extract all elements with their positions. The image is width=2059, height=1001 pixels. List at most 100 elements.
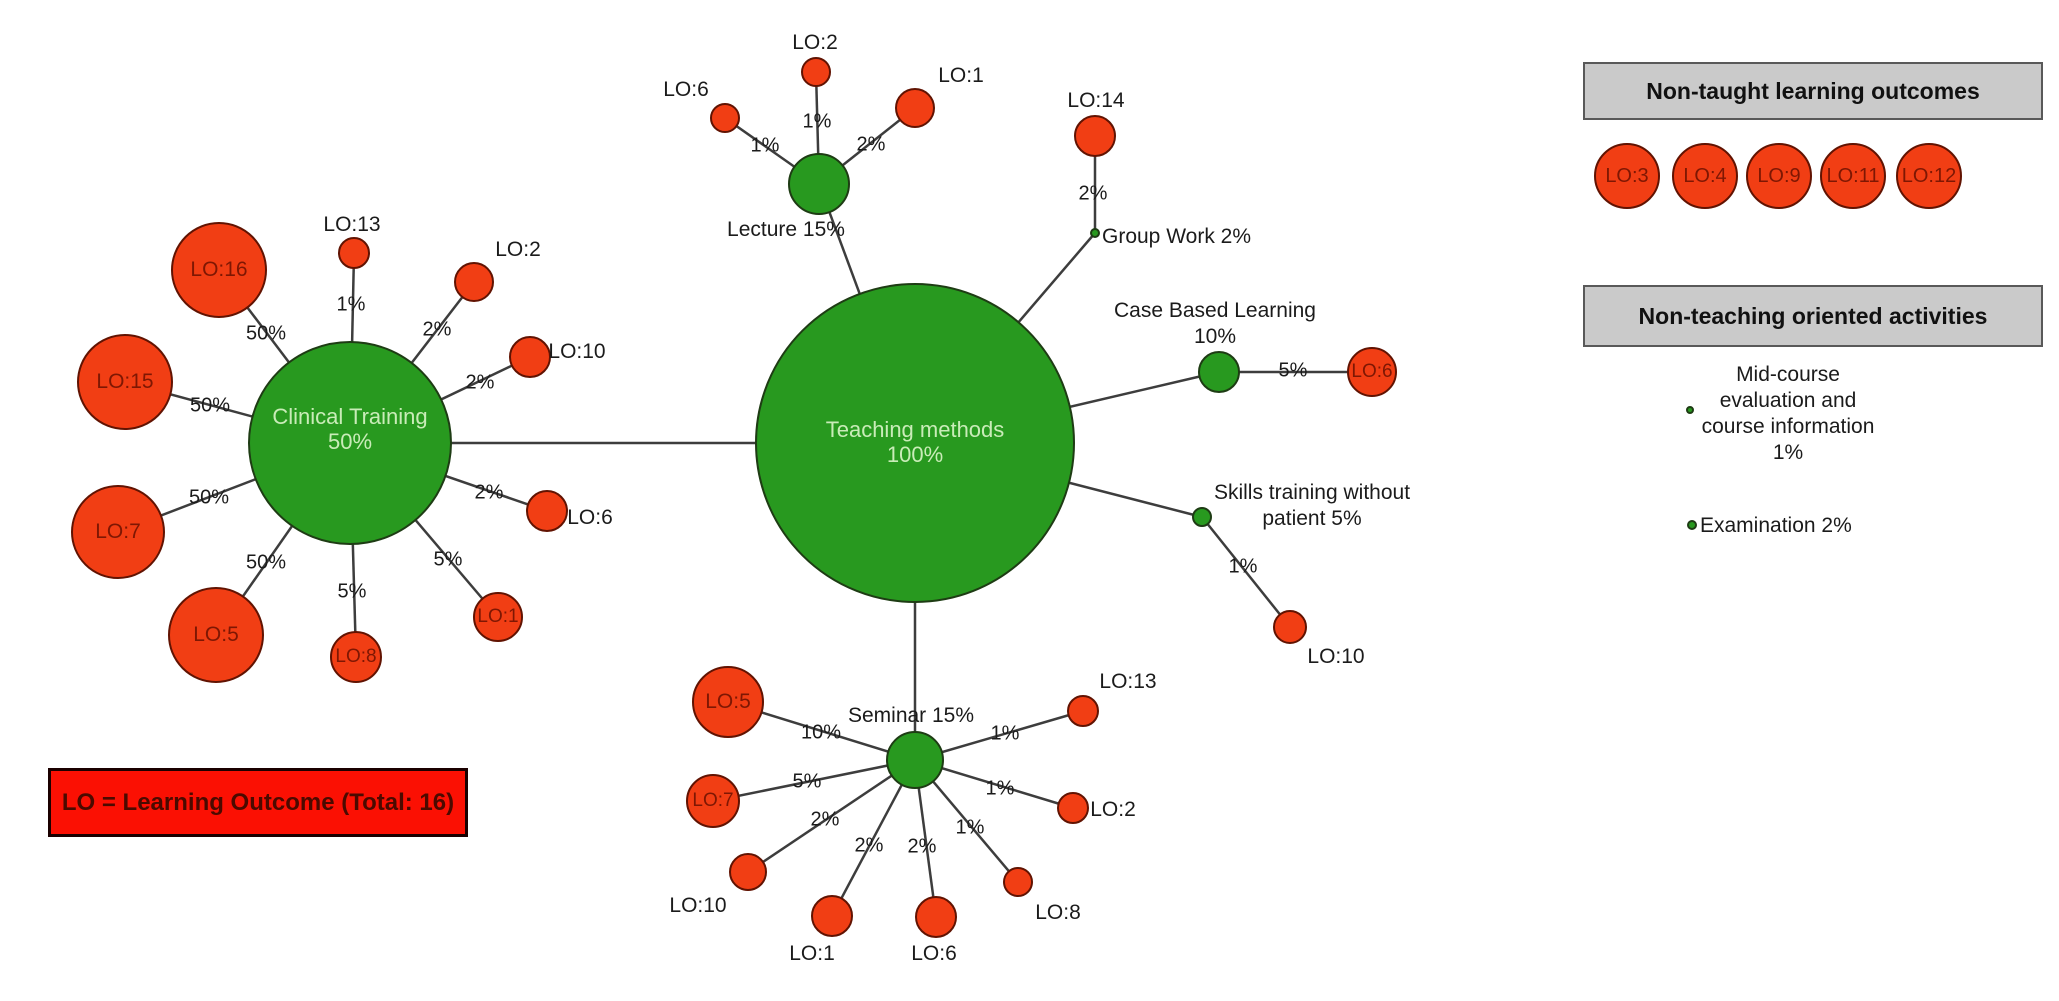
c-lo6-label: LO:6	[567, 506, 613, 529]
legend-text: LO = Learning Outcome (Total: 16)	[61, 788, 455, 816]
node-text-s_lo5: LO:5	[705, 690, 751, 714]
node-text-nt_lo3: LO:3	[1605, 164, 1649, 187]
edge-label-clinical-c_lo1: 5%	[433, 548, 463, 571]
node-text-s_lo7: LO:7	[692, 790, 734, 812]
edge-label-seminar-s_lo1: 2%	[854, 834, 884, 857]
panel-header-non-teaching: Non-teaching oriented activities	[1583, 285, 2043, 347]
edge-label-seminar-s_lo6: 2%	[907, 835, 937, 858]
node-c_lo2	[454, 262, 494, 302]
edge-label-clinical-c_lo2: 2%	[422, 318, 452, 341]
lecture-label: Lecture 15%	[727, 218, 845, 241]
s-lo2-label: LO:2	[1090, 798, 1136, 821]
c-lo10-label: LO:10	[548, 340, 606, 363]
node-s_lo5: LO:5	[692, 666, 764, 738]
node-text-nt_lo11: LO:11	[1826, 164, 1880, 187]
edge-label-seminar-s_lo13: 1%	[990, 722, 1020, 745]
node-text-c_lo1: LO:1	[477, 606, 519, 628]
node-groupwork	[1090, 228, 1100, 238]
node-c_lo10	[509, 336, 551, 378]
node-c_lo15: LO:15	[77, 334, 173, 430]
edge-seminar-s_lo7	[712, 758, 916, 803]
edge-label-seminar-s_lo10: 2%	[810, 808, 840, 831]
node-c_lo5: LO:5	[168, 587, 264, 683]
s-lo13-label: LO:13	[1099, 670, 1157, 693]
node-text-nt_lo9: LO:9	[1757, 164, 1801, 187]
node-l_lo6	[710, 103, 740, 133]
node-act_exam	[1687, 520, 1697, 530]
node-text-c_lo8: LO:8	[335, 646, 377, 668]
node-s_lo10	[729, 853, 767, 891]
node-casebased	[1198, 351, 1240, 393]
node-s_lo6	[915, 896, 957, 938]
node-c_lo7: LO:7	[71, 485, 165, 579]
node-s_lo1	[811, 895, 853, 937]
node-c_lo6	[526, 490, 568, 532]
edge-label-seminar-s_lo5: 10%	[800, 721, 842, 744]
edge-label-lecture-l_lo1: 2%	[856, 133, 886, 156]
edge-label-clinical-c_lo6: 2%	[474, 481, 504, 504]
node-text-c_lo16: LO:16	[190, 258, 248, 282]
node-s_lo8	[1003, 867, 1033, 897]
lo14-label: LO:14	[1067, 89, 1125, 112]
l-lo2-label: LO:2	[792, 31, 838, 54]
c-lo2-label: LO:2	[495, 238, 541, 261]
sk-lo10-label: LO:10	[1307, 645, 1365, 668]
s-lo1-label: LO:1	[789, 942, 835, 965]
node-s_lo7: LO:7	[686, 774, 740, 828]
node-text-cb_lo6: LO:6	[1351, 361, 1393, 383]
node-text-c_lo7: LO:7	[95, 520, 141, 544]
groupwork-label: Group Work 2%	[1102, 225, 1251, 248]
s-lo6-label: LO:6	[911, 942, 957, 965]
node-c_lo13	[338, 237, 370, 269]
casebased-label: Case Based Learning 10%	[1114, 299, 1316, 348]
l-lo1-label: LO:1	[938, 64, 984, 87]
node-lecture	[788, 153, 850, 215]
edge-skills-sk_lo10	[1201, 516, 1291, 628]
panel-title-non-taught: Non-taught learning outcomes	[1646, 77, 1980, 104]
edge-label-seminar-s_lo8: 1%	[955, 816, 985, 839]
node-s_lo13	[1067, 695, 1099, 727]
node-c_lo16: LO:16	[171, 222, 267, 318]
node-text-c_lo15: LO:15	[96, 370, 154, 394]
edge-label-seminar-s_lo2: 1%	[985, 777, 1015, 800]
node-clinical: Clinical Training 50%	[248, 341, 452, 545]
node-nt_lo9: LO:9	[1746, 143, 1812, 209]
node-nt_lo11: LO:11	[1820, 143, 1886, 209]
node-c_lo8: LO:8	[330, 631, 382, 683]
node-lo14	[1074, 115, 1116, 157]
panel-header-non-taught: Non-taught learning outcomes	[1583, 62, 2043, 120]
node-nt_lo3: LO:3	[1594, 143, 1660, 209]
edge-label-clinical-c_lo7: 50%	[188, 486, 230, 509]
node-text-c_lo5: LO:5	[193, 623, 239, 647]
node-text-nt_lo12: LO:12	[1901, 164, 1957, 187]
node-teaching: Teaching methods 100%	[755, 283, 1075, 603]
edge-label-clinical-c_lo16: 50%	[245, 322, 287, 345]
edge-label-skills-sk_lo10: 1%	[1228, 555, 1258, 578]
edge-label-lecture-l_lo6: 1%	[750, 134, 780, 157]
edge-label-clinical-c_lo10: 2%	[465, 371, 495, 394]
node-nt_lo4: LO:4	[1672, 143, 1738, 209]
legend-box: LO = Learning Outcome (Total: 16)	[48, 768, 468, 837]
node-l_lo2	[801, 57, 831, 87]
node-s_lo2	[1057, 792, 1089, 824]
edge-label-clinical-c_lo13: 1%	[336, 293, 366, 316]
edge-label-seminar-s_lo7: 5%	[792, 770, 822, 793]
s-lo10-label: LO:10	[669, 894, 727, 917]
node-seminar	[886, 731, 944, 789]
node-cb_lo6: LO:6	[1347, 347, 1397, 397]
skills-label: Skills training without patient 5%	[1213, 481, 1411, 530]
c-lo13-label: LO:13	[323, 213, 381, 236]
edge-label-clinical-c_lo8: 5%	[337, 580, 367, 603]
seminar-label: Seminar 15%	[847, 704, 975, 727]
edge-label-lecture-l_lo2: 1%	[802, 110, 832, 133]
edge-seminar-s_lo10	[747, 758, 916, 874]
midcourse-label: Mid-course evaluation and course informa…	[1701, 363, 1875, 464]
edge-label-clinical-c_lo15: 50%	[189, 394, 231, 417]
node-text-nt_lo4: LO:4	[1683, 164, 1727, 187]
s-lo8-label: LO:8	[1035, 901, 1081, 924]
node-nt_lo12: LO:12	[1896, 143, 1962, 209]
node-c_lo1: LO:1	[473, 592, 523, 642]
node-text-clinical: Clinical Training 50%	[272, 404, 428, 454]
edge-label-clinical-c_lo5: 50%	[245, 551, 287, 574]
